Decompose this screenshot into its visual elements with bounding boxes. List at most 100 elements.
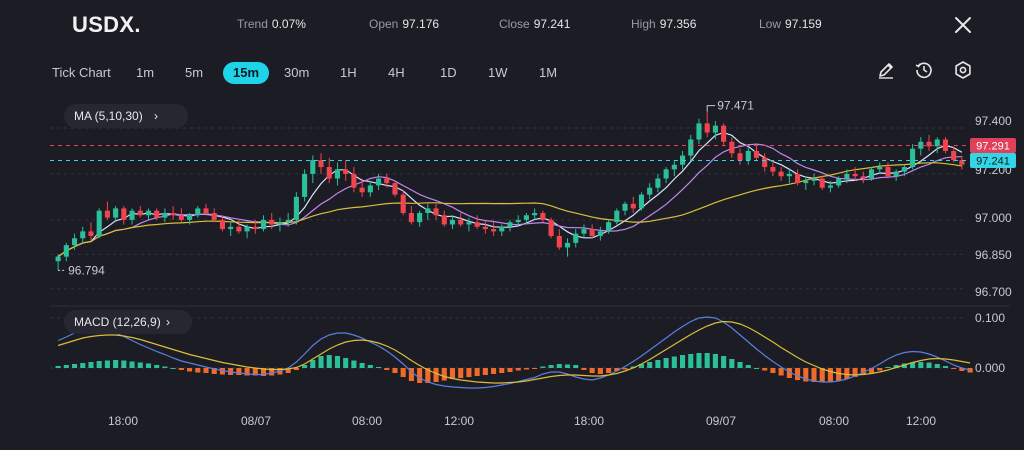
candle — [302, 173, 308, 197]
candle — [359, 187, 365, 193]
tab-1w[interactable]: 1W — [488, 65, 508, 80]
macd-histogram-bar — [696, 353, 702, 368]
tab-1m-month[interactable]: 1M — [539, 65, 558, 80]
candle — [326, 167, 332, 179]
macd-histogram-bar — [556, 364, 562, 368]
candle — [614, 210, 620, 223]
candle — [622, 203, 628, 211]
macd-histogram-bar — [860, 368, 866, 375]
candle — [162, 212, 168, 218]
candle — [499, 226, 505, 232]
macd-histogram-bar — [712, 354, 718, 368]
low-label: Low — [759, 17, 782, 31]
candle — [877, 167, 883, 170]
macd-histogram-bar — [433, 368, 439, 382]
macd-histogram-bar — [910, 362, 916, 368]
y-tick-97000: 97.000 — [975, 211, 1012, 225]
trend-value: 0.07% — [271, 17, 306, 31]
macd-histogram-bar — [523, 368, 529, 370]
macd-histogram-bar — [318, 356, 324, 368]
trend-stat: Trend 0.07% — [237, 17, 306, 31]
macd-histogram-bar — [811, 368, 817, 382]
moving-averages — [57, 131, 963, 258]
tab-1d[interactable]: 1D — [440, 65, 457, 80]
symbol-title: USDX. — [72, 12, 141, 37]
candle — [88, 231, 94, 236]
macd-histogram-bar — [540, 366, 546, 368]
macd-histogram-bar — [606, 368, 612, 373]
macd-histogram-bar — [762, 368, 768, 371]
macd-histogram-bar — [71, 364, 78, 368]
chart-type-label[interactable]: Tick Chart — [52, 65, 111, 80]
macd-histogram-bar — [400, 368, 406, 377]
candle — [532, 212, 538, 216]
candle — [318, 160, 324, 168]
macd-histogram-bar — [203, 368, 209, 373]
tab-5m[interactable]: 5m — [185, 65, 204, 80]
pencil-icon[interactable] — [876, 60, 896, 80]
candle — [515, 219, 521, 223]
macd-histogram-bar — [154, 365, 160, 368]
macd-indicator-pill[interactable]: MACD (12,26,9) › — [64, 310, 192, 334]
candle — [129, 210, 135, 220]
macd-histogram-bar — [351, 360, 357, 368]
candle — [474, 222, 480, 227]
macd-histogram-bar — [104, 360, 110, 368]
candle — [696, 123, 702, 140]
tab-15m[interactable]: 15m — [223, 62, 270, 84]
y-tick-96850: 96.850 — [975, 248, 1012, 262]
tab-30m[interactable]: 30m — [284, 65, 310, 80]
macd-histogram-bar — [474, 368, 480, 376]
macd-histogram-bar — [211, 368, 217, 374]
x-tick-1800-a: 18:00 — [108, 414, 138, 428]
macd-histogram-bar — [170, 368, 176, 369]
macd-histogram-bar — [252, 368, 258, 376]
macd-histogram-bar — [466, 368, 472, 377]
candle — [827, 185, 833, 188]
history-icon[interactable] — [914, 60, 934, 80]
open-value: 97.176 — [402, 17, 440, 31]
candle — [466, 222, 472, 225]
tab-1h[interactable]: 1H — [340, 65, 357, 80]
x-tick-0907: 09/07 — [706, 414, 736, 428]
macd-histogram-bar — [745, 365, 751, 368]
macd-histogram-bar — [638, 364, 645, 368]
candle — [597, 231, 603, 236]
tab-4h[interactable]: 4H — [388, 65, 405, 80]
tab-1m[interactable]: 1m — [136, 65, 155, 80]
candle — [113, 208, 119, 218]
macd-histogram-bar — [967, 368, 973, 373]
macd-histogram-bar — [622, 368, 628, 370]
macd-histogram-bar — [285, 368, 291, 373]
x-tick-0800-b: 08:00 — [819, 414, 849, 428]
macd-histogram-bar — [417, 368, 423, 383]
ma-indicator-label: MA (5,10,30) — [74, 109, 143, 123]
macd-histogram-bar — [959, 368, 965, 371]
candle — [367, 185, 373, 193]
candle — [589, 229, 595, 236]
grid — [50, 127, 1010, 369]
red-price-tag: 97.291 — [976, 141, 1010, 153]
ma-indicator-pill[interactable]: MA (5,10,30) › — [64, 104, 188, 128]
close-icon[interactable] — [952, 14, 974, 36]
candle — [252, 226, 258, 230]
macd-signal-line — [57, 320, 971, 384]
chevron-right-icon: › — [154, 109, 159, 123]
macd-histogram-bar — [384, 368, 390, 370]
settings-icon[interactable] — [953, 60, 973, 80]
candle — [926, 141, 932, 147]
macd-histogram-bar — [688, 354, 694, 368]
macd-histogram-bar — [737, 362, 743, 368]
x-tick-0807: 08/07 — [241, 414, 271, 428]
candle — [745, 150, 751, 161]
macd-histogram-bar — [187, 368, 193, 372]
candle — [934, 139, 940, 147]
candle — [236, 226, 242, 232]
macd-histogram-bar — [145, 363, 152, 368]
high-leader-line — [706, 105, 716, 112]
macd-histogram-bar — [499, 368, 505, 373]
macd-histogram-bar — [293, 368, 299, 370]
macd-histogram-bar — [679, 355, 686, 368]
candle — [145, 210, 152, 216]
